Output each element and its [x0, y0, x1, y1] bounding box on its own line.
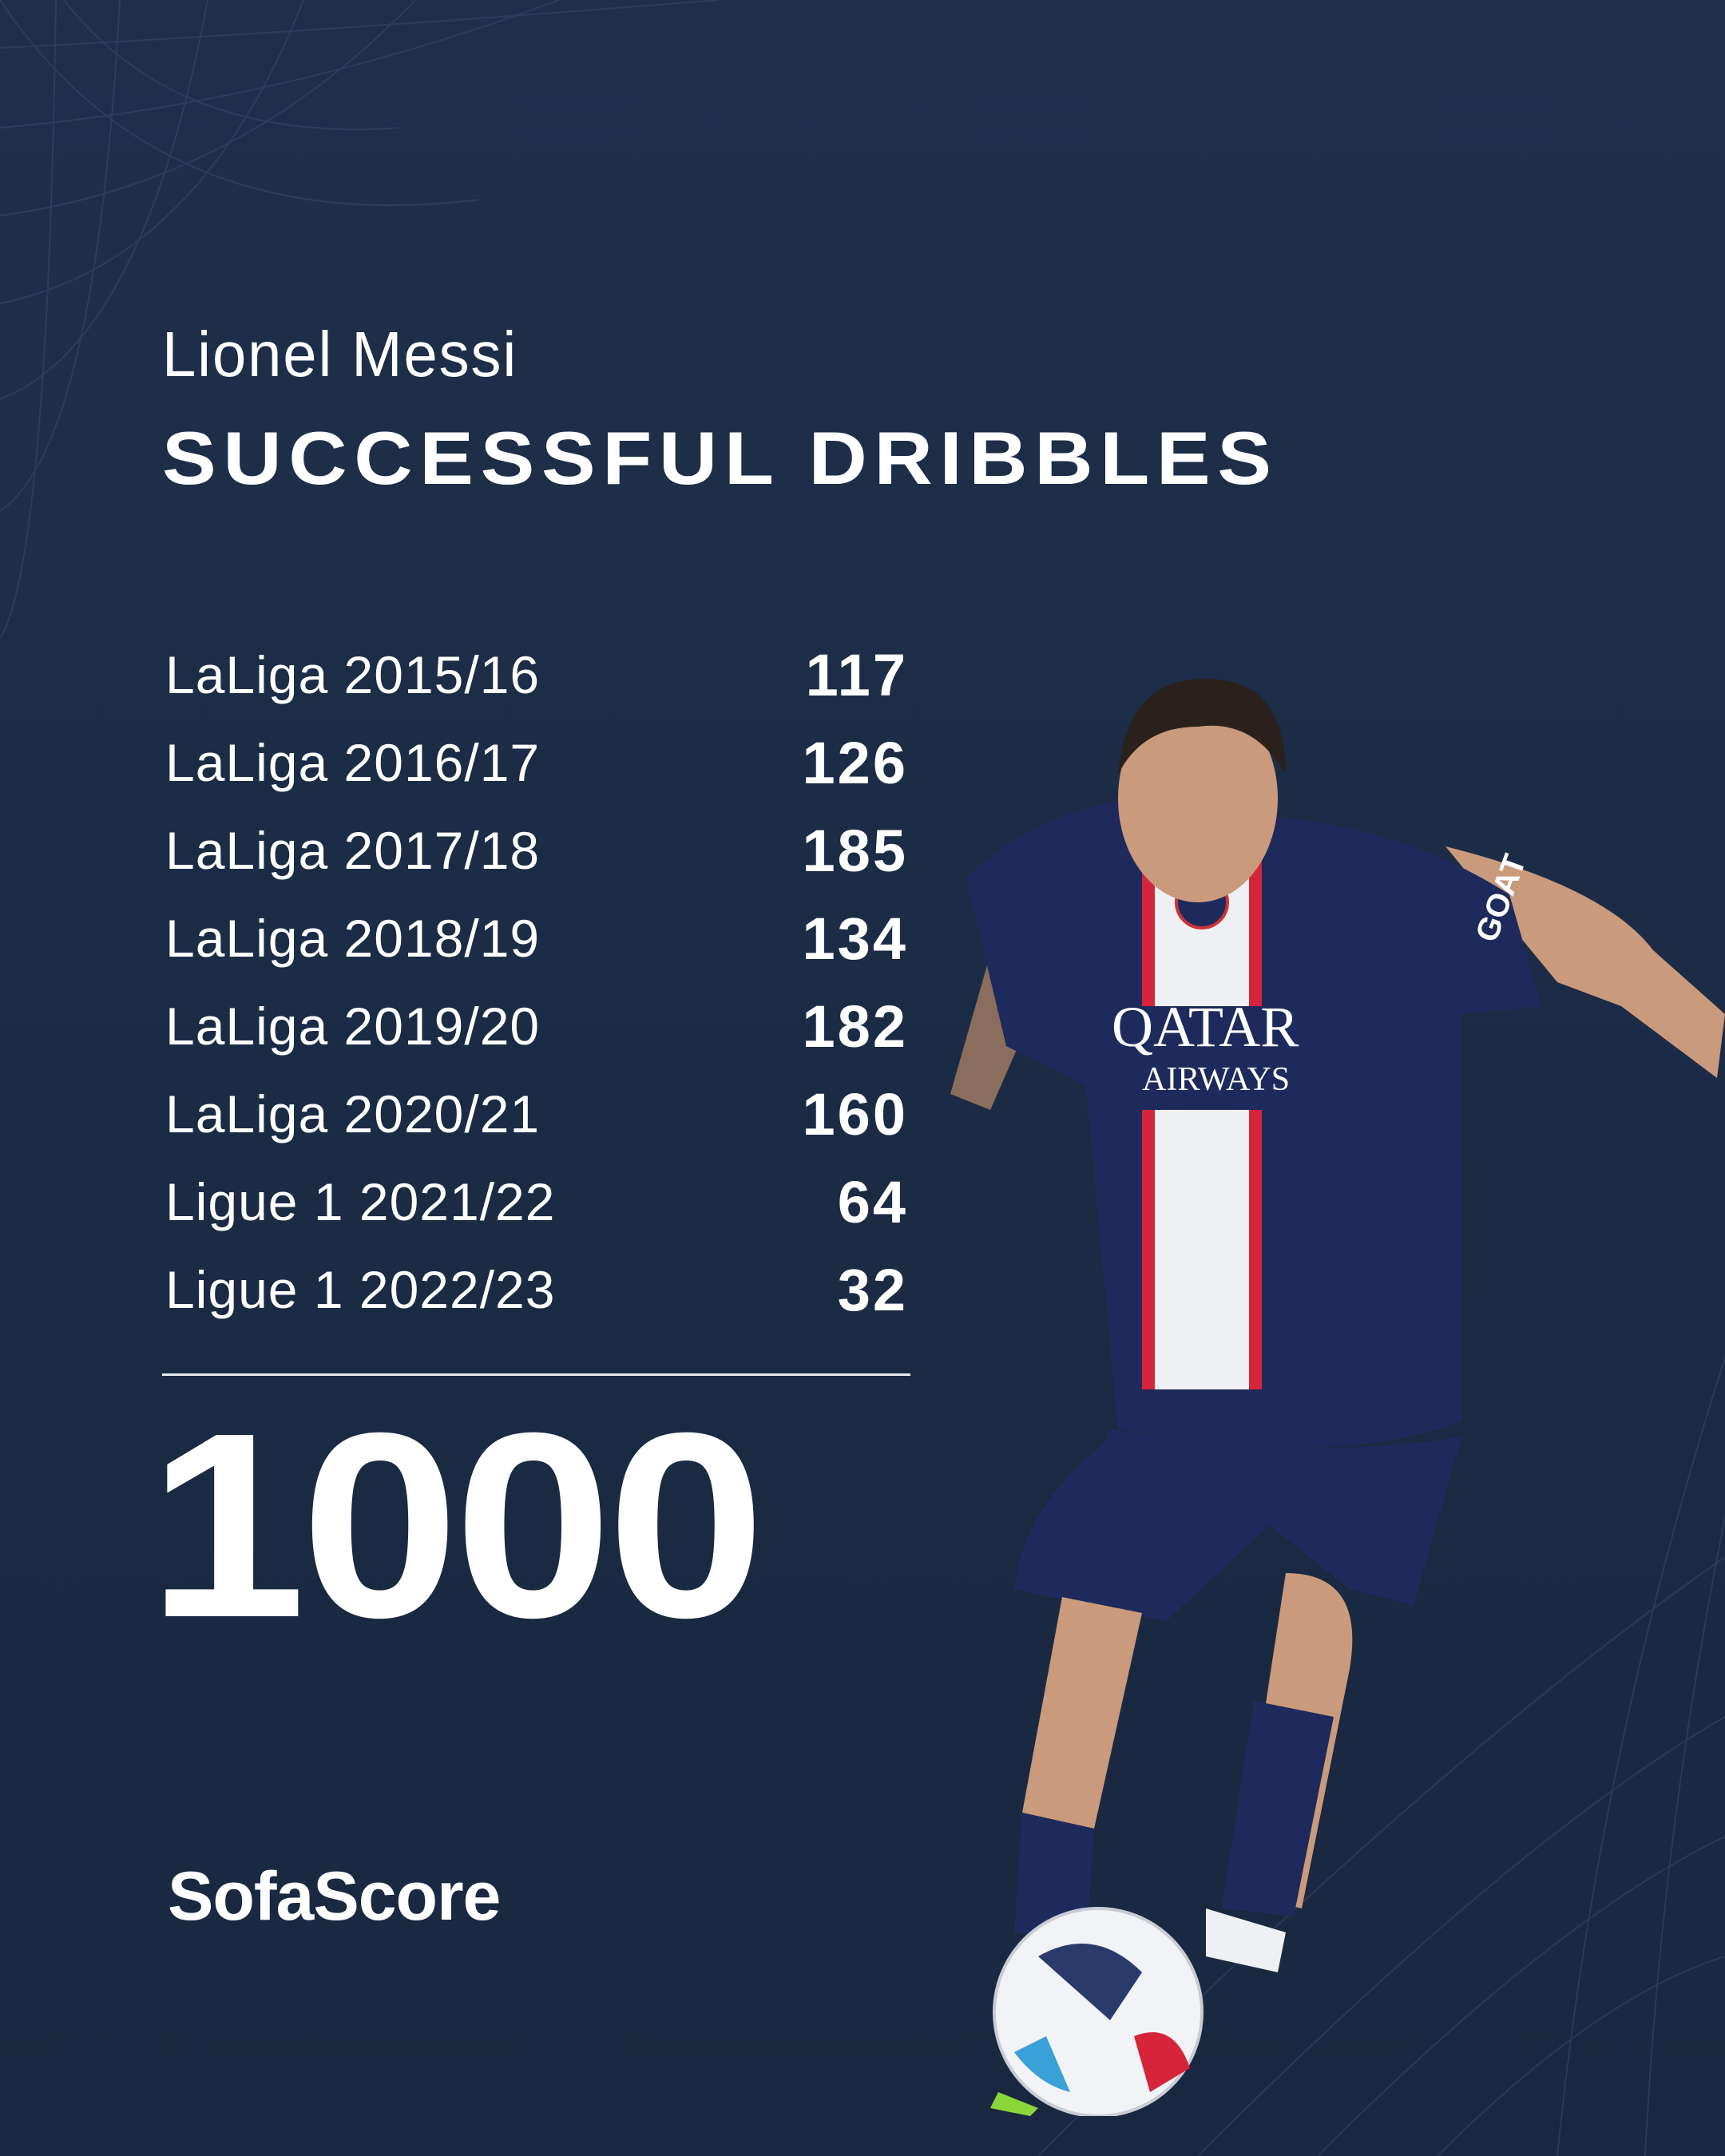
season-row: Ligue 1 2021/22 64	[165, 1158, 908, 1246]
player-name: Lionel Messi	[162, 319, 518, 390]
total-dribbles: 1000	[148, 1377, 765, 1672]
season-label: Ligue 1 2022/23	[165, 1260, 556, 1319]
season-value: 126	[802, 729, 908, 796]
svg-text:AIRWAYS: AIRWAYS	[1142, 1061, 1290, 1098]
season-value: 64	[837, 1168, 908, 1235]
season-row: LaLiga 2020/21 160	[165, 1070, 908, 1158]
season-row: Ligue 1 2022/23 32	[165, 1246, 908, 1334]
season-row: LaLiga 2017/18 185	[165, 807, 908, 894]
player-photo: QATAR AIRWAYS GOAT	[950, 679, 1725, 2116]
season-label: LaLiga 2019/20	[165, 997, 541, 1056]
season-value: 117	[805, 641, 908, 708]
season-row: LaLiga 2016/17 126	[165, 719, 908, 807]
shirt-sponsor: QATAR	[1112, 995, 1299, 1059]
season-row: LaLiga 2018/19 134	[165, 894, 908, 982]
season-label: LaLiga 2018/19	[165, 909, 541, 968]
season-label: LaLiga 2015/16	[165, 645, 541, 704]
season-value: 185	[802, 817, 908, 884]
season-label: Ligue 1 2021/22	[165, 1172, 556, 1231]
divider	[162, 1373, 910, 1376]
season-value: 32	[837, 1256, 908, 1323]
season-value: 182	[802, 993, 908, 1060]
season-value: 160	[802, 1080, 908, 1147]
season-label: LaLiga 2020/21	[165, 1084, 541, 1143]
season-value: 134	[802, 905, 908, 972]
season-row: LaLiga 2015/16 117	[165, 631, 908, 719]
season-label: LaLiga 2017/18	[165, 821, 541, 880]
sofascore-logo: SofaScore	[168, 1858, 501, 1935]
season-row: LaLiga 2019/20 182	[165, 982, 908, 1070]
season-label: LaLiga 2016/17	[165, 733, 541, 792]
stat-title: SUCCESSFUL DRIBBLES	[162, 416, 1279, 500]
season-stats-list: LaLiga 2015/16 117 LaLiga 2016/17 126 LaLi…	[165, 631, 908, 1334]
